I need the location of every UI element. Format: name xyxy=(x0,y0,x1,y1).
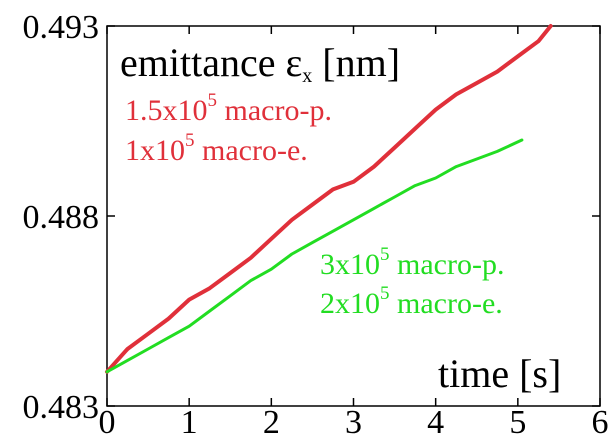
annotation-red-line-1: 1.5x105 macro-p. xyxy=(125,90,332,127)
chart-title-unit: [nm] xyxy=(312,40,400,85)
y-axis-ticks: 0.483 0.488 0.493 xyxy=(23,9,600,426)
annotation-green: 3x105 macro-p. 2x105 macro-e. xyxy=(320,244,504,320)
x-axis-label: time [s] xyxy=(438,351,561,396)
x-tick-label: 3 xyxy=(345,404,362,435)
series-line-2 xyxy=(105,138,524,374)
y-tick-label: 0.488 xyxy=(23,199,100,236)
x-tick-label: 5 xyxy=(509,404,526,435)
annotation-red: 1.5x105 macro-p. 1x105 macro-e. xyxy=(125,90,332,167)
x-tick-label: 4 xyxy=(427,404,444,435)
x-tick-label: 0 xyxy=(99,404,116,435)
series-line-1 xyxy=(105,24,553,374)
annotation-green-line-2: 2x105 macro-e. xyxy=(320,283,503,320)
y-tick-label: 0.483 xyxy=(23,389,100,426)
x-axis-ticks: 0 1 2 3 4 5 6 xyxy=(99,26,609,435)
annotation-red-line-2: 1x105 macro-e. xyxy=(125,130,308,167)
annotation-green-line-1: 3x105 macro-p. xyxy=(320,244,504,281)
x-tick-label: 2 xyxy=(263,404,280,435)
chart-title-subscript: x xyxy=(302,65,312,87)
y-tick-label: 0.493 xyxy=(23,9,100,46)
x-tick-label: 1 xyxy=(181,404,198,435)
chart-title: emittance εx [nm] xyxy=(120,40,400,87)
series-layer xyxy=(105,24,553,374)
x-tick-label: 6 xyxy=(592,404,609,435)
chart-title-main: emittance ε xyxy=(120,40,302,85)
plot-area xyxy=(106,25,601,407)
